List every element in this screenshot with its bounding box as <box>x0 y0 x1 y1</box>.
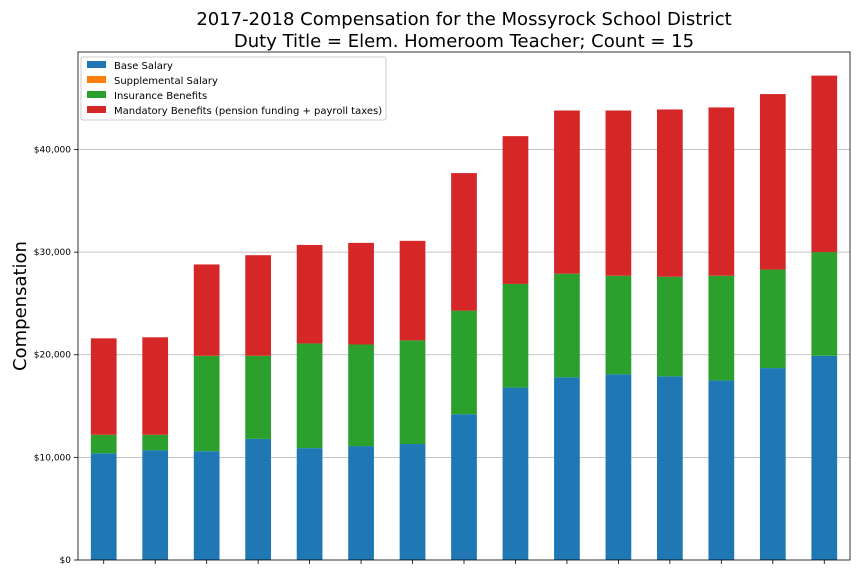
bar-insurance-benefits <box>605 275 632 375</box>
bar-insurance-benefits <box>811 252 838 356</box>
bar-base-salary <box>554 377 580 560</box>
bar-mandatory-benefits-pension-funding-payroll-taxes <box>811 75 838 253</box>
bar-mandatory-benefits-pension-funding-payroll-taxes <box>348 242 374 345</box>
y-tick-label: $0 <box>60 556 72 566</box>
plot-frame <box>77 51 851 561</box>
bar-base-salary <box>142 450 169 560</box>
bar-base-salary <box>245 438 271 560</box>
bar-mandatory-benefits-pension-funding-payroll-taxes <box>193 264 220 356</box>
bar-base-salary <box>759 368 786 560</box>
bar-insurance-benefits <box>502 283 529 388</box>
y-tick-label: $10,000 <box>34 453 71 463</box>
bar-base-salary <box>502 387 529 560</box>
bar-base-salary <box>708 380 735 560</box>
y-tick-label: $40,000 <box>34 145 71 155</box>
bar-mandatory-benefits-pension-funding-payroll-taxes <box>399 240 426 341</box>
axes: $0 $10,000 $20,000 $30,000 $40,000 <box>34 51 851 566</box>
chart-title-line-1: 2017-2018 Compensation for the Mossyrock… <box>196 9 731 30</box>
bar-insurance-benefits <box>554 273 580 378</box>
bar-base-salary <box>348 446 374 560</box>
bar-insurance-benefits <box>142 434 169 451</box>
bar-base-salary <box>605 374 632 560</box>
bar-mandatory-benefits-pension-funding-payroll-taxes <box>142 337 169 435</box>
legend-swatch-base-salary <box>87 61 106 68</box>
bar-insurance-benefits <box>348 344 374 447</box>
bar-insurance-benefits <box>657 276 683 377</box>
legend: Base Salary Supplemental Salary Insuranc… <box>80 56 387 121</box>
bar-insurance-benefits <box>245 355 271 439</box>
bar-insurance-benefits <box>296 343 323 449</box>
y-tick-label: $30,000 <box>34 248 71 258</box>
bar-insurance-benefits <box>708 275 735 381</box>
bar-mandatory-benefits-pension-funding-payroll-taxes <box>296 244 323 344</box>
bars <box>90 75 838 560</box>
bar-base-salary <box>193 451 220 560</box>
bar-base-salary <box>657 376 683 560</box>
legend-swatch-supplemental-salary <box>87 76 106 83</box>
bar-insurance-benefits <box>399 340 426 445</box>
legend-swatch-mandatory-benefits <box>87 106 106 113</box>
bar-insurance-benefits <box>759 269 786 369</box>
bar-mandatory-benefits-pension-funding-payroll-taxes <box>759 94 786 270</box>
bar-mandatory-benefits-pension-funding-payroll-taxes <box>708 107 735 276</box>
y-axis-label: Compensation <box>10 241 31 371</box>
bar-base-salary <box>296 448 323 560</box>
bar-mandatory-benefits-pension-funding-payroll-taxes <box>657 109 683 277</box>
legend-label-mandatory-benefits: Mandatory Benefits (pension funding + pa… <box>114 106 382 117</box>
bar-insurance-benefits <box>451 310 477 415</box>
bar-insurance-benefits <box>90 434 117 454</box>
bar-base-salary <box>451 414 477 560</box>
bar-mandatory-benefits-pension-funding-payroll-taxes <box>245 255 271 356</box>
bar-insurance-benefits <box>193 355 220 452</box>
y-tick-label: $20,000 <box>34 351 71 361</box>
bar-mandatory-benefits-pension-funding-payroll-taxes <box>90 338 117 435</box>
bar-mandatory-benefits-pension-funding-payroll-taxes <box>554 110 580 274</box>
legend-frame <box>80 56 387 121</box>
bar-base-salary <box>90 453 117 560</box>
bar-base-salary <box>811 355 838 560</box>
legend-label-supplemental-salary: Supplemental Salary <box>114 76 218 87</box>
legend-label-insurance-benefits: Insurance Benefits <box>114 91 207 102</box>
chart-title-line-2: Duty Title = Elem. Homeroom Teacher; Cou… <box>234 31 694 52</box>
bar-mandatory-benefits-pension-funding-payroll-taxes <box>605 110 632 276</box>
bar-mandatory-benefits-pension-funding-payroll-taxes <box>502 136 529 284</box>
legend-swatch-insurance-benefits <box>87 91 106 98</box>
legend-label-base-salary: Base Salary <box>114 61 173 72</box>
bar-mandatory-benefits-pension-funding-payroll-taxes <box>451 173 477 311</box>
bar-base-salary <box>399 444 426 560</box>
